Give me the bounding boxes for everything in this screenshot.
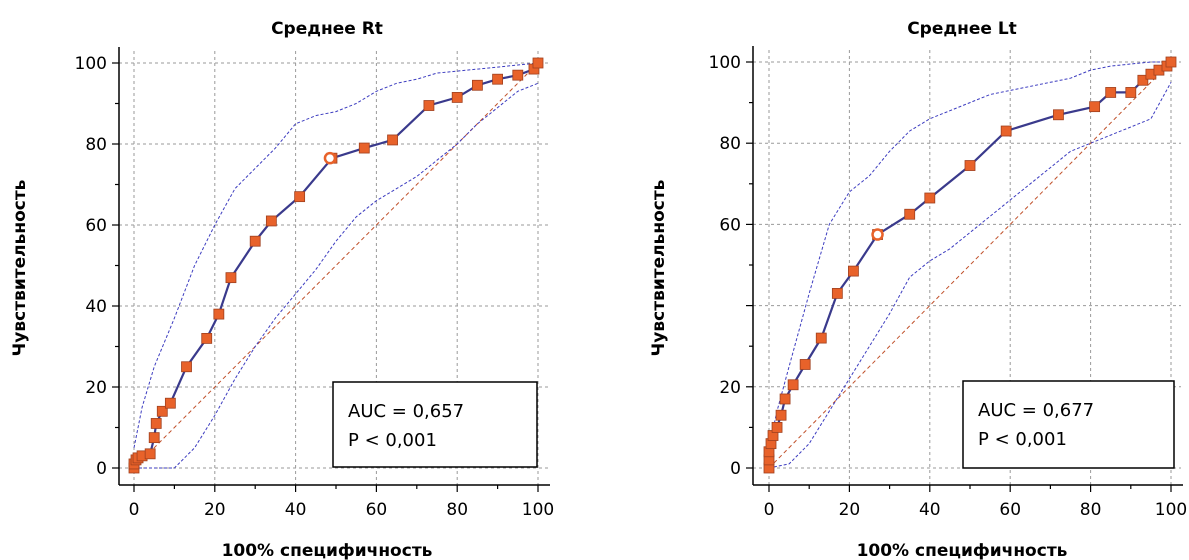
chart-1-roc-point (144, 448, 156, 460)
chart-1-x-tick-label: 40 (285, 500, 307, 520)
chart-2-roc-point (799, 359, 811, 370)
chart-1-x-axis-label: 100% специфичность (222, 541, 433, 560)
chart-1-x-tick-label: 100 (522, 500, 554, 520)
chart-2-y-tick-label: 100 (709, 53, 741, 73)
chart-1-roc-point (148, 432, 160, 444)
chart-2-roc-point (1053, 109, 1064, 121)
chart-2-x-tick-label: 0 (764, 500, 775, 520)
chart-2-reference-diagonal (768, 61, 1172, 469)
chart-1-y-axis-label: Чувствительность (10, 180, 30, 357)
chart-2-roc-point (1000, 125, 1012, 137)
chart-1-y-tick-label: 100 (75, 54, 107, 74)
chart-1-roc-point (512, 69, 524, 81)
chart-1-cutoff-point (323, 151, 337, 165)
chart-1-p-label: P < 0,001 (348, 430, 437, 451)
chart-1-x-tick-label: 0 (129, 500, 140, 520)
chart-2-y-tick-label: 80 (719, 134, 741, 154)
chart-2-roc-point (964, 160, 976, 171)
chart-1-ci-lower-line (134, 82, 539, 469)
chart-1-y-tick-label: 20 (85, 378, 107, 398)
chart-1-roc-point (164, 397, 176, 409)
chart-1-plot (112, 47, 550, 492)
chart-1-y-tick-label: 60 (85, 216, 107, 236)
chart-2-auc-label: AUC = 0,677 (978, 400, 1094, 421)
chart-2-y-tick-label: 60 (719, 215, 741, 235)
chart-1-roc-point (181, 361, 192, 373)
chart-1-roc-point (451, 92, 463, 103)
chart-2-roc-point (1165, 56, 1177, 68)
chart-1-roc-point (423, 100, 435, 111)
chart-1-roc-point (201, 332, 213, 344)
chart-1-roc-point (156, 405, 168, 417)
chart-2-plot (746, 46, 1183, 492)
chart-2-auc-box (962, 380, 1175, 469)
chart-2-title: Среднее Lt (907, 19, 1017, 39)
chart-1-y-tick-label: 0 (96, 459, 107, 479)
chart-2-roc-point (815, 332, 827, 344)
chart-2-roc-point (775, 409, 787, 421)
chart-2-roc-point (1137, 74, 1149, 86)
chart-2-p-label: P < 0,001 (978, 429, 1067, 450)
chart-1-roc-point (532, 57, 544, 69)
chart-2-roc-point (924, 192, 936, 204)
chart-2-x-tick-label: 60 (999, 500, 1021, 520)
chart-2-x-tick-label: 20 (839, 500, 861, 520)
chart-2-x-tick-label: 40 (919, 500, 941, 520)
chart-1-x-tick-label: 20 (204, 500, 226, 520)
chart-1-title: Среднее Rt (271, 19, 383, 39)
chart-2-y-axis-label: Чувствительность (649, 180, 669, 357)
chart-1-roc-point (150, 418, 162, 429)
chart-2-roc-point (904, 208, 916, 220)
chart-1-roc-point (265, 215, 277, 227)
chart-2-roc-point (1089, 101, 1101, 113)
chart-2-roc-point (771, 421, 783, 433)
chart-1-roc-point (249, 235, 261, 247)
chart-1-y-tick-label: 80 (85, 135, 107, 155)
chart-2-roc-point (848, 265, 859, 277)
chart-1-roc-point (294, 191, 306, 203)
chart-2-roc-point (1125, 87, 1137, 98)
chart-2-x-axis-label: 100% специфичность (857, 541, 1068, 560)
chart-2-x-tick-label: 80 (1080, 500, 1102, 520)
chart-1-y-tick-label: 40 (85, 297, 107, 317)
chart-1-roc-point (387, 134, 398, 146)
chart-2-roc-point (1105, 87, 1117, 98)
chart-1-roc-point (213, 308, 225, 320)
chart-1-x-tick-label: 60 (366, 500, 388, 520)
chart-2-roc-point (779, 393, 791, 405)
chart-1-roc-point (492, 73, 504, 85)
chart-2-x-tick-label: 100 (1155, 500, 1187, 520)
chart-1-roc-point (225, 272, 237, 284)
chart-2-y-tick-label: 0 (730, 459, 741, 479)
chart-1-roc-point (358, 142, 370, 154)
chart-2-roc-point (787, 379, 799, 391)
chart-2-ci-upper-line (768, 61, 1171, 448)
chart-1-auc-label: AUC = 0,657 (348, 401, 464, 422)
chart-2-cutoff-point (871, 228, 884, 241)
chart-1-roc-point (471, 79, 483, 91)
chart-2-roc-point (831, 288, 843, 299)
chart-1-x-tick-label: 80 (446, 500, 468, 520)
chart-2-y-tick-label: 20 (719, 378, 741, 398)
chart-1-auc-box (332, 381, 538, 468)
chart-1-ci-upper-line (133, 62, 539, 448)
